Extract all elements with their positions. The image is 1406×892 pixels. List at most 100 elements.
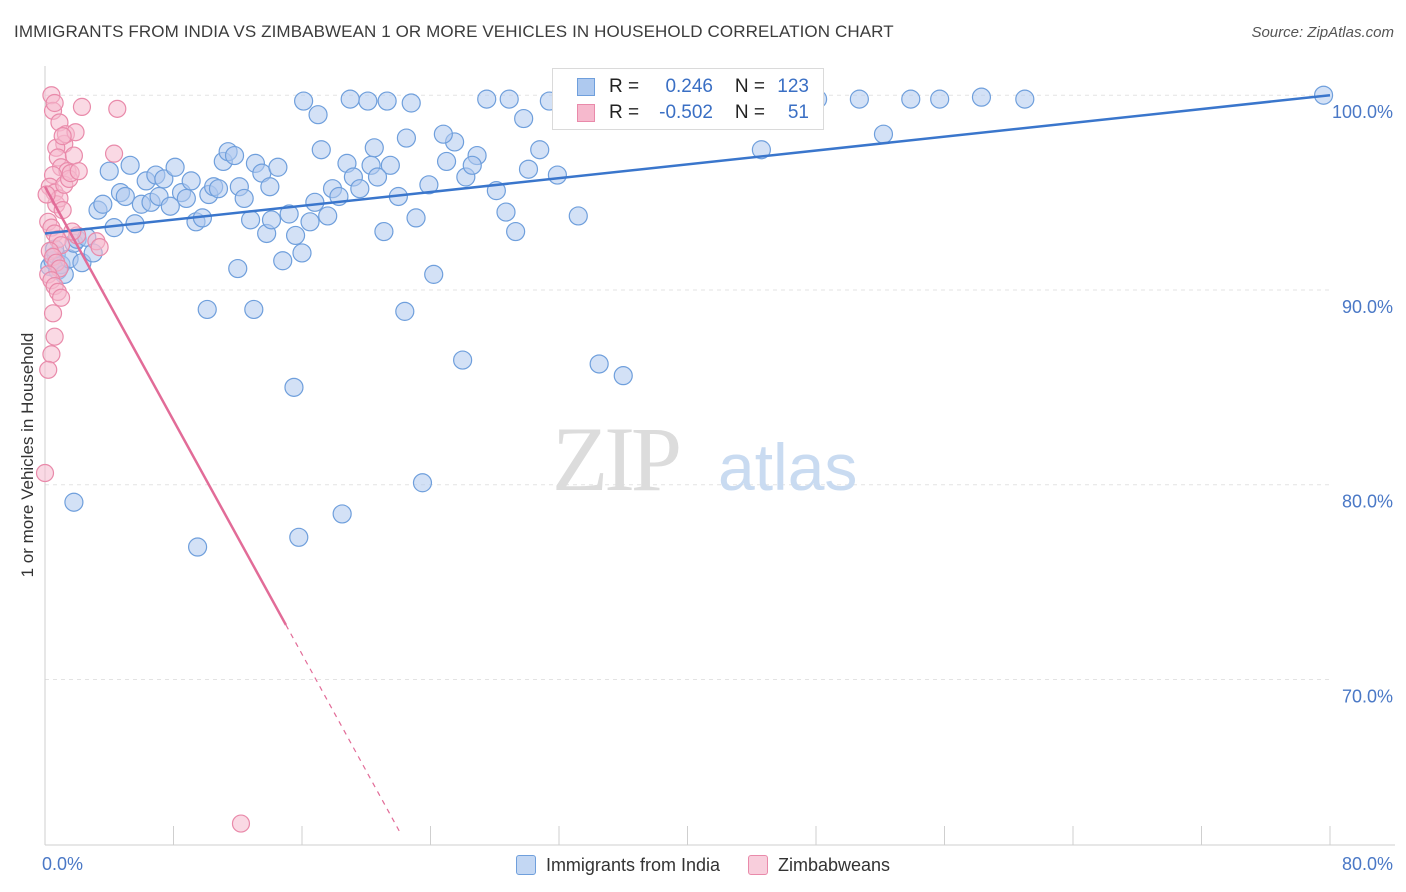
- india-point: [120, 155, 140, 175]
- india-point: [873, 124, 894, 144]
- legend-item-label: Zimbabweans: [778, 854, 891, 875]
- india-point: [294, 91, 314, 111]
- india-trend-line: [44, 93, 1331, 235]
- legend-swatch-zimbabweans: [577, 104, 595, 122]
- legend-item-zimbabweans[interactable]: Zimbabweans: [748, 855, 890, 876]
- india-point: [568, 206, 588, 226]
- zimbabweans-point: [69, 162, 88, 181]
- legend-r-value: -0.502: [659, 102, 713, 123]
- india-point: [514, 108, 534, 129]
- india-point: [401, 93, 421, 113]
- india-point: [477, 89, 497, 109]
- india-point: [289, 527, 309, 547]
- india-point: [499, 89, 519, 109]
- y-tick-label: 80.0%: [1342, 492, 1393, 512]
- india-point: [332, 504, 352, 524]
- india-point: [412, 473, 433, 493]
- zimbabweans-point: [90, 238, 109, 257]
- legend-swatch-india: [577, 78, 595, 96]
- correlation-legend: R = 0.246 N = 123 R = -0.502 N = 51: [552, 68, 824, 130]
- india-point: [364, 138, 384, 158]
- india-point: [208, 179, 229, 199]
- legend-item-india[interactable]: Immigrants from India: [515, 855, 720, 876]
- series-india-points: [40, 81, 1334, 557]
- india-point: [181, 171, 201, 191]
- india-point: [260, 177, 280, 197]
- india-point: [228, 258, 248, 279]
- india-point: [292, 243, 312, 263]
- india-point: [99, 161, 119, 181]
- india-point: [279, 204, 299, 224]
- india-point: [453, 350, 473, 370]
- zimbabweans-point: [64, 146, 84, 165]
- india-point: [518, 159, 539, 179]
- india-point: [380, 155, 400, 175]
- watermark-atlas: atlas: [718, 430, 857, 504]
- india-point: [436, 151, 457, 172]
- chart-title: IMMIGRANTS FROM INDIA VS ZIMBABWEAN 1 OR…: [14, 22, 894, 41]
- legend-r-value: 0.246: [665, 76, 713, 97]
- india-point: [285, 225, 306, 246]
- india-point: [234, 188, 254, 209]
- legend-n-value: 123: [777, 76, 809, 97]
- india-point: [176, 188, 196, 209]
- india-point: [930, 89, 950, 109]
- india-point: [64, 492, 84, 512]
- india-point: [224, 145, 245, 166]
- zimbabweans-point: [104, 144, 124, 163]
- zimbabweans-point: [108, 99, 127, 118]
- zimbabweans-point: [42, 345, 61, 364]
- india-point: [300, 212, 320, 232]
- india-point: [496, 202, 516, 222]
- india-point: [318, 206, 338, 226]
- india-point: [115, 186, 135, 207]
- zimbabweans-point: [45, 327, 64, 346]
- legend-row-zimbabweans: R = -0.502 N = 51: [577, 101, 809, 125]
- zimbabweans-point: [51, 288, 71, 307]
- india-point: [589, 354, 609, 374]
- y-tick-label: 70.0%: [1342, 686, 1393, 706]
- legend-row-india: R = 0.246 N = 123: [577, 75, 809, 99]
- tick-labels: 70.0% 80.0% 90.0% 100.0% 0.0% 80.0%: [42, 102, 1393, 874]
- legend-item-swatch: [515, 855, 536, 875]
- x-tick-label: 0.0%: [42, 854, 83, 874]
- zimbabweans-point: [43, 304, 63, 323]
- series-legend: Immigrants from India Zimbabweans: [0, 852, 1406, 878]
- zimbabweans-trend-extension: [285, 624, 403, 836]
- zimbabweans-point: [39, 360, 58, 379]
- legend-r-label: R =: [609, 76, 640, 97]
- india-point: [244, 299, 264, 320]
- zimbabweans-point: [45, 93, 64, 113]
- india-point: [358, 91, 378, 111]
- india-point: [284, 377, 304, 397]
- india-point: [197, 299, 217, 320]
- trend-lines: [43, 93, 1331, 836]
- india-point: [901, 89, 921, 109]
- india-point: [305, 192, 325, 212]
- legend-r-label: R =: [609, 102, 640, 123]
- x-tick-label: 80.0%: [1342, 854, 1393, 874]
- india-point: [160, 196, 180, 216]
- india-point: [350, 179, 370, 199]
- india-point: [424, 264, 444, 284]
- legend-n-label: N =: [734, 76, 765, 97]
- india-point: [374, 221, 394, 242]
- legend-n-label: N =: [734, 102, 765, 123]
- zimbabweans-trend-line: [43, 186, 288, 626]
- y-tick-label: 90.0%: [1342, 297, 1393, 317]
- india-point: [751, 140, 771, 160]
- india-point: [311, 140, 331, 160]
- india-point: [340, 89, 360, 109]
- india-point: [165, 157, 185, 177]
- india-point: [273, 251, 293, 271]
- india-point: [154, 169, 174, 189]
- india-point: [268, 157, 288, 177]
- india-point: [971, 87, 992, 107]
- watermark-zip: ZIP: [552, 408, 679, 510]
- india-point: [187, 537, 208, 557]
- source-credit: Source: ZipAtlas.com: [1251, 24, 1394, 41]
- watermark: ZIP atlas: [552, 408, 857, 510]
- zimbabweans-point: [231, 814, 251, 833]
- zimbabweans-point: [35, 463, 55, 483]
